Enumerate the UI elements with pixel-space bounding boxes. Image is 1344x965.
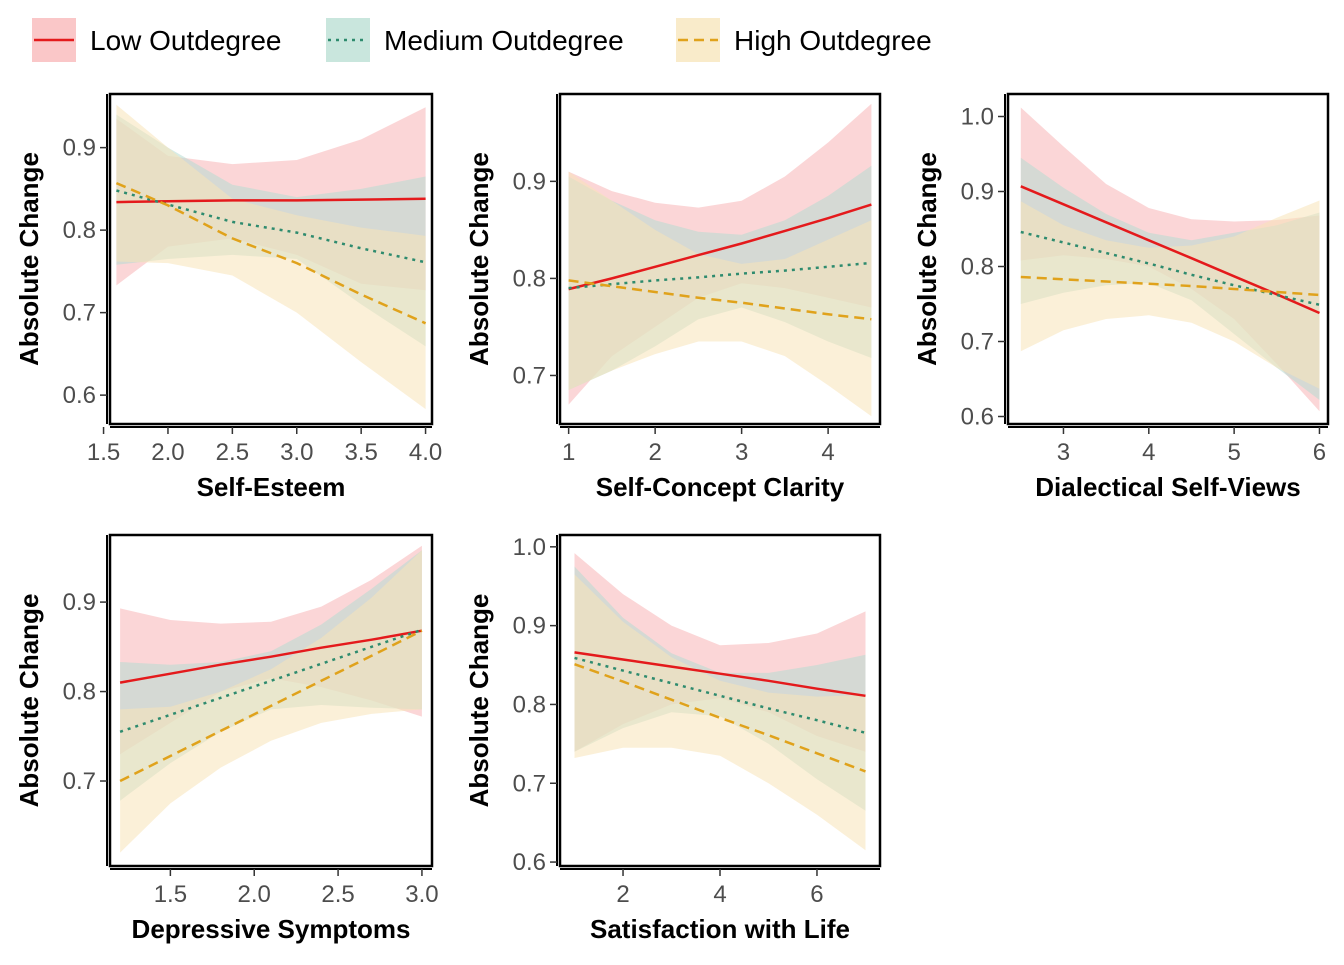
legend-label: Medium Outdegree xyxy=(384,25,624,56)
line-medium-outdegree xyxy=(116,189,426,264)
x-tick-label: 4 xyxy=(821,439,834,466)
y-tick-label: 0.9 xyxy=(513,168,546,195)
y-tick-label: 0.8 xyxy=(961,254,994,281)
x-axis-title: Depressive Symptoms xyxy=(132,914,411,944)
y-tick-label: 0.9 xyxy=(961,179,994,206)
line-high-outdegree xyxy=(568,279,872,321)
x-tick-label: 1 xyxy=(562,439,575,466)
line-low-outdegree xyxy=(568,203,872,291)
panel-satisfaction-with-life: 2 4 6 0.6 0.7 0.8 0.9 1.0 Satisfaction with Life… xyxy=(464,533,882,944)
panel-border xyxy=(108,533,434,868)
legend-label: High Outdegree xyxy=(734,25,932,56)
x-tick-label: 3.5 xyxy=(344,439,377,466)
ribbon-high-outdegree xyxy=(120,550,422,853)
x-tick-label: 4 xyxy=(713,881,726,908)
panel-border xyxy=(558,533,882,868)
x-tick-label: 2 xyxy=(648,439,661,466)
line-low-outdegree xyxy=(116,197,426,204)
y-tick-label: 0.8 xyxy=(513,691,546,718)
line-high-outdegree xyxy=(574,663,866,773)
plot-area xyxy=(1020,107,1321,412)
y-axis-title: Absolute Change xyxy=(464,152,494,366)
panel-self-esteem: 1.5 2.0 2.5 3.0 3.5 4.0 0.6 0.7 0.8 0.9 Self-Estee… xyxy=(14,92,442,502)
ribbon-high-outdegree xyxy=(1020,200,1320,389)
line-medium-outdegree xyxy=(574,656,866,735)
legend-item-high-outdegree: High Outdegree xyxy=(676,18,932,62)
line-high-outdegree xyxy=(1020,275,1320,297)
x-tick-label: 3.0 xyxy=(280,439,313,466)
y-tick-label: 0.7 xyxy=(513,362,546,389)
x-tick-label: 5 xyxy=(1227,439,1240,466)
plot-area xyxy=(574,553,866,851)
y-tick-label: 0.7 xyxy=(63,768,96,795)
line-high-outdegree xyxy=(115,181,427,325)
y-axis-title: Absolute Change xyxy=(14,594,44,808)
x-tick-label: 4.0 xyxy=(409,439,442,466)
x-tick-label: 3 xyxy=(1057,439,1070,466)
panel-dialectical-self-views: 3 4 5 6 0.6 0.7 0.8 0.9 1.0 Dialectical Self-View… xyxy=(912,92,1330,502)
legend-label: Low Outdegree xyxy=(90,25,281,56)
panel-border xyxy=(108,92,434,426)
x-tick-label: 1.5 xyxy=(87,439,120,466)
legend-item-medium-outdegree: Medium Outdegree xyxy=(326,18,624,62)
panel-self-concept-clarity: 1 2 3 4 0.7 0.8 0.9 Self-Concept Clarity Absolut… xyxy=(464,92,882,502)
x-tick-label: 2.5 xyxy=(321,881,354,908)
x-axis-title: Self-Concept Clarity xyxy=(596,472,845,502)
x-axis-title: Dialectical Self-Views xyxy=(1035,472,1300,502)
panel-border xyxy=(1006,92,1330,426)
line-high-outdegree xyxy=(119,629,423,783)
legend-item-low-outdegree: Low Outdegree xyxy=(32,18,281,62)
x-tick-label: 2.5 xyxy=(216,439,249,466)
y-tick-label: 0.7 xyxy=(961,329,994,356)
y-tick-label: 0.6 xyxy=(961,404,994,431)
x-tick-label: 3 xyxy=(735,439,748,466)
x-tick-label: 1.5 xyxy=(154,881,187,908)
x-axis-title: Satisfaction with Life xyxy=(590,914,850,944)
y-axis-title: Absolute Change xyxy=(14,152,44,366)
y-axis-title: Absolute Change xyxy=(464,594,494,808)
y-tick-label: 0.8 xyxy=(63,679,96,706)
x-tick-label: 2.0 xyxy=(151,439,184,466)
y-axis-title: Absolute Change xyxy=(912,152,942,366)
panel-depressive-symptoms: 1.5 2.0 2.5 3.0 0.7 0.8 0.9 Depressive Symptoms… xyxy=(14,533,439,944)
y-tick-label: 0.8 xyxy=(513,265,546,292)
x-tick-label: 3.0 xyxy=(405,881,438,908)
x-axis-title: Self-Esteem xyxy=(197,472,346,502)
line-low-outdegree xyxy=(574,651,866,698)
plot-area xyxy=(568,103,872,417)
panels: 1.5 2.0 2.5 3.0 3.5 4.0 0.6 0.7 0.8 0.9 Self-Estee… xyxy=(14,92,1330,944)
x-tick-label: 6 xyxy=(1313,439,1326,466)
y-tick-label: 0.7 xyxy=(63,300,96,327)
y-tick-label: 0.6 xyxy=(513,849,546,876)
y-tick-label: 0.8 xyxy=(63,217,96,244)
plot-area xyxy=(115,104,427,410)
x-tick-label: 6 xyxy=(810,881,823,908)
y-tick-label: 0.9 xyxy=(63,135,96,162)
x-tick-label: 2 xyxy=(616,881,629,908)
y-tick-label: 0.6 xyxy=(63,382,96,409)
x-tick-label: 2.0 xyxy=(238,881,271,908)
panel-border xyxy=(558,92,882,426)
y-tick-label: 0.9 xyxy=(513,613,546,640)
line-medium-outdegree xyxy=(1020,230,1320,307)
legend: Low Outdegree Medium Outdegree High Outdeg… xyxy=(32,18,932,62)
ribbon-high-outdegree xyxy=(568,171,872,417)
y-tick-label: 1.0 xyxy=(513,534,546,561)
ribbon-high-outdegree xyxy=(574,574,866,851)
line-medium-outdegree xyxy=(568,261,872,290)
x-tick-label: 4 xyxy=(1142,439,1155,466)
y-tick-label: 1.0 xyxy=(961,104,994,131)
plot-area xyxy=(119,545,423,853)
line-low-outdegree xyxy=(119,629,423,684)
y-tick-label: 0.9 xyxy=(63,589,96,616)
legend-key-fill xyxy=(326,18,370,62)
line-medium-outdegree xyxy=(119,628,423,733)
y-tick-label: 0.7 xyxy=(513,770,546,797)
ribbon-high-outdegree xyxy=(116,104,426,410)
